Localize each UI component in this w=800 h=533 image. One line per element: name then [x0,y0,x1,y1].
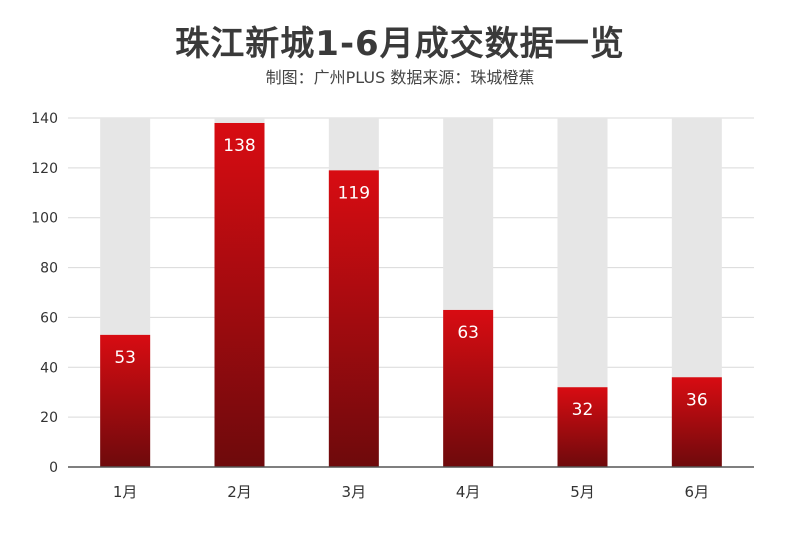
data-label-layer: 53 138 119 63 32 36 [114,136,707,420]
y-tick-label: 0 [49,460,58,476]
x-tick-label: 4月 [456,483,481,501]
bar [100,334,151,467]
x-tick-label: 1月 [113,483,138,501]
chart-title: 珠江新城1-6月成交数据一览 [175,24,625,64]
y-tick-label: 80 [40,261,58,277]
grid-layer [68,117,754,418]
x-tick-label: 2月 [227,483,252,501]
y-tick-label: 20 [40,410,58,426]
y-tick-label: 140 [31,111,58,127]
bar [214,122,265,467]
x-tick-label: 5月 [570,483,595,501]
x-tick-label: 6月 [685,483,710,501]
y-tick-label: 120 [31,161,58,177]
chart-subtitle: 制图：广州PLUS 数据来源：珠城橙蕉 [265,68,535,87]
data-label: 36 [686,390,708,410]
y-tick-label: 40 [40,360,58,376]
bar-background-layer [100,118,722,467]
bar [557,387,608,467]
data-label: 119 [338,183,370,203]
bar [328,170,379,467]
data-label: 63 [457,323,479,343]
x-tick-label: 3月 [342,483,367,501]
bar-layer [100,122,722,467]
data-label: 53 [114,348,136,368]
y-tick-label: 60 [40,310,58,326]
bar [443,309,494,467]
data-label: 138 [223,136,255,156]
bar [671,377,722,467]
data-label: 32 [572,400,594,420]
y-tick-label: 100 [31,211,58,227]
axis-layer: 0 20 40 60 80 100 120 140 1月 2月 3月 4月 5月 6月 [31,111,754,501]
